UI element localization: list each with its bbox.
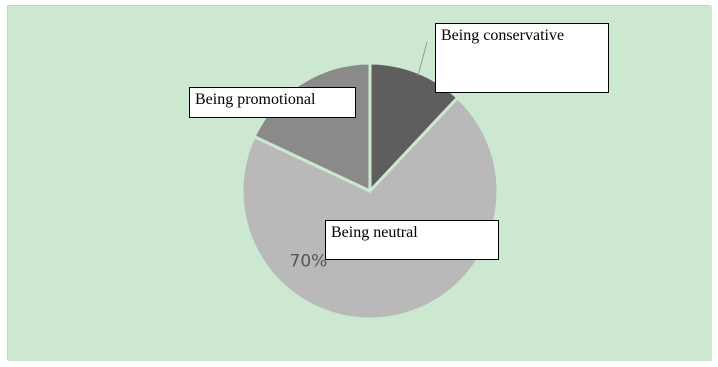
slice-being-conservative — [368, 61, 460, 195]
callout-being-promotional: Being promotional — [189, 87, 356, 118]
callout-being-conservative: Being conservative — [435, 23, 609, 93]
slice-being-neutral — [240, 95, 500, 321]
data-label-being-neutral: 70% — [290, 251, 328, 271]
conservative-leader-line — [417, 41, 428, 77]
chart-panel: 70%18% Being conservative Being promotio… — [7, 5, 712, 361]
callout-being-neutral: Being neutral — [325, 220, 499, 260]
